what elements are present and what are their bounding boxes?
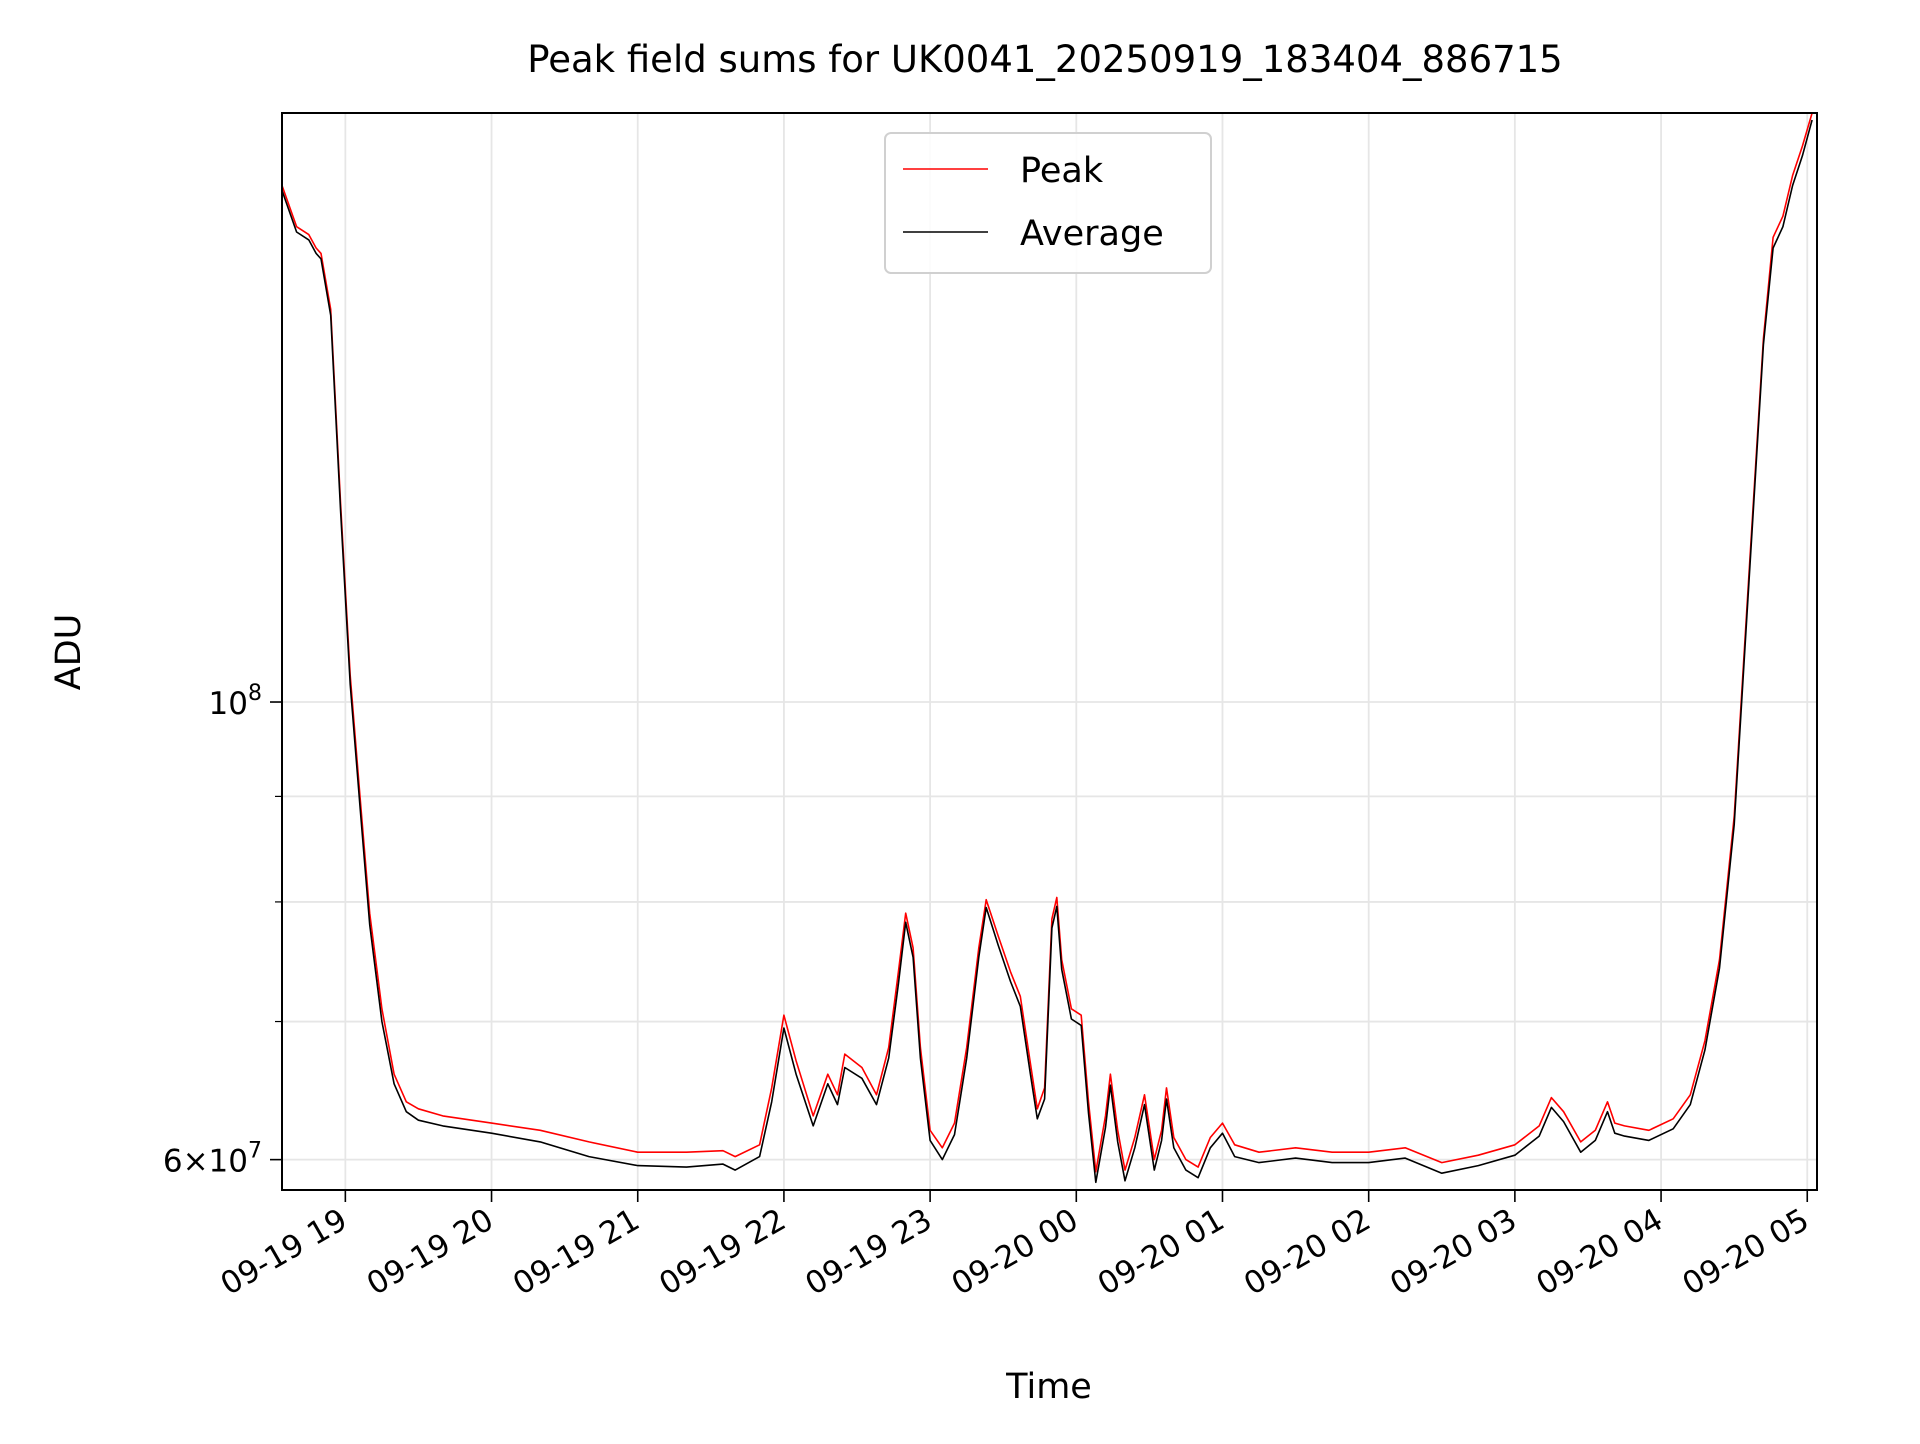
legend-box — [884, 132, 1212, 274]
y-tick-label: 108 — [209, 681, 262, 722]
legend-label-peak: Peak — [1020, 151, 1104, 191]
legend-label-average: Average — [1020, 214, 1164, 254]
grid-lines — [282, 113, 1817, 1190]
series-line-average — [282, 119, 1813, 1184]
plot-frame — [281, 112, 1818, 1191]
series-layer — [282, 113, 1813, 1184]
y-axis-label: ADU — [49, 614, 89, 691]
y-tick-label: 6×107 — [163, 1139, 262, 1180]
chart-title: Peak field sums for UK0041_20250919_1834… — [527, 38, 1562, 81]
y-axis-ticks: 6×107 108 — [163, 681, 282, 1180]
legend: Peak Average — [884, 132, 1212, 274]
series-line-peak — [282, 113, 1813, 1173]
x-axis-label: Time — [1005, 1367, 1092, 1407]
